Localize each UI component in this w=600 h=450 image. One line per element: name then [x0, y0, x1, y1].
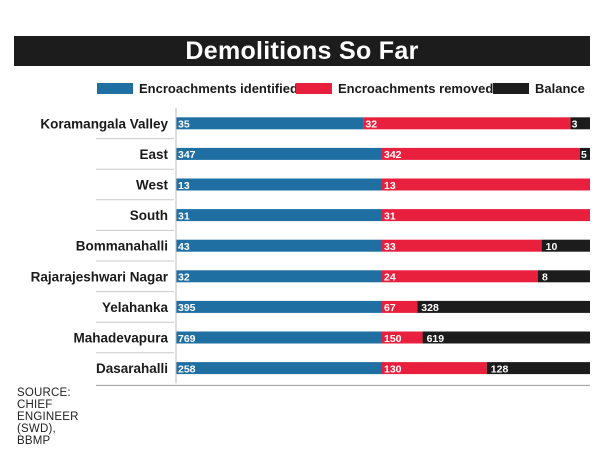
bar-balance-bommanahalli [541, 239, 590, 252]
data-label-removed-bommanahalli: 33 [384, 241, 396, 253]
data-label-balance-rajarajeshwari-nagar: 8 [542, 272, 548, 284]
bar-identified-south [176, 209, 382, 222]
data-label-balance-dasarahalli: 128 [491, 363, 509, 375]
data-label-removed-west: 13 [384, 180, 396, 192]
legend-swatch-balance [493, 82, 529, 94]
data-label-balance-bommanahalli: 10 [546, 241, 558, 253]
bar-identified-east [176, 147, 382, 160]
category-label-dasarahalli: Dasarahalli [96, 361, 168, 376]
data-label-balance-yelahanka: 328 [421, 302, 439, 314]
data-label-identified-bommanahalli: 43 [178, 241, 190, 253]
bar-removed-dasarahalli [382, 362, 487, 375]
data-label-balance-koramangala-valley: 3 [572, 119, 578, 131]
data-label-balance-east: 5 [581, 149, 587, 161]
data-label-balance-mahadevapura: 619 [427, 333, 445, 345]
bar-removed-koramangala-valley [363, 117, 571, 130]
bar-balance-rajarajeshwari-nagar [538, 270, 590, 283]
bar-removed-mahadevapura [382, 331, 423, 344]
category-label-south: South [130, 208, 168, 223]
legend-label-balance: Balance [535, 80, 585, 96]
bar-removed-west [382, 178, 590, 191]
data-label-removed-south: 31 [384, 210, 396, 222]
legend-item-identified: Encroachments identified [97, 79, 298, 97]
bar-removed-south [382, 209, 590, 222]
bar-identified-yelahanka [176, 300, 382, 313]
category-label-east: East [139, 147, 168, 162]
data-label-identified-east: 347 [178, 149, 196, 161]
bar-balance-mahadevapura [422, 331, 590, 344]
category-label-yelahanka: Yelahanka [102, 300, 169, 315]
bar-removed-rajarajeshwari-nagar [382, 270, 538, 283]
category-label-bommanahalli: Bommanahalli [76, 239, 168, 254]
bar-identified-rajarajeshwari-nagar [176, 270, 382, 283]
data-label-identified-west: 13 [178, 180, 190, 192]
bar-identified-koramangala-valley [176, 117, 364, 130]
bar-balance-yelahanka [417, 300, 590, 313]
data-label-identified-koramangala-valley: 35 [178, 119, 190, 131]
bar-balance-dasarahalli [486, 362, 590, 375]
data-label-removed-koramangala-valley: 32 [365, 119, 377, 131]
legend-item-balance: Balance [493, 79, 585, 97]
bar-balance-east [580, 147, 590, 160]
data-label-removed-east: 342 [384, 149, 402, 161]
data-label-identified-rajarajeshwari-nagar: 32 [178, 272, 190, 284]
legend-item-removed: Encroachments removed [296, 79, 493, 97]
data-label-removed-rajarajeshwari-nagar: 24 [384, 272, 396, 284]
chart-title: Demolitions So Far [14, 36, 590, 66]
data-label-identified-mahadevapura: 769 [178, 333, 196, 345]
bar-identified-mahadevapura [176, 331, 382, 344]
legend-label-identified: Encroachments identified [139, 80, 298, 96]
bar-removed-bommanahalli [382, 239, 542, 252]
legend-swatch-removed [296, 82, 332, 94]
category-label-rajarajeshwari-nagar: Rajarajeshwari Nagar [31, 269, 169, 284]
bar-removed-yelahanka [382, 300, 418, 313]
data-label-removed-mahadevapura: 150 [384, 333, 402, 345]
category-label-west: West [136, 178, 169, 193]
data-label-removed-yelahanka: 67 [384, 302, 396, 314]
category-label-mahadevapura: Mahadevapura [73, 331, 168, 346]
bar-balance-koramangala-valley [570, 117, 590, 130]
bar-identified-bommanahalli [176, 239, 382, 252]
data-label-identified-yelahanka: 395 [178, 302, 196, 314]
bar-identified-dasarahalli [176, 362, 382, 375]
legend-label-removed: Encroachments removed [338, 80, 494, 96]
data-label-removed-dasarahalli: 130 [384, 363, 402, 375]
category-label-koramangala-valley: Koramangala Valley [40, 116, 168, 131]
data-label-identified-south: 31 [178, 210, 190, 222]
legend: Encroachments identified Encroachments r… [0, 79, 600, 97]
data-label-identified-dasarahalli: 258 [178, 363, 196, 375]
bar-identified-west [176, 178, 382, 191]
legend-swatch-identified [97, 82, 133, 94]
bar-removed-east [382, 147, 580, 160]
source-note: SOURCE: CHIEF ENGINEER (SWD), BBMP [17, 387, 79, 447]
